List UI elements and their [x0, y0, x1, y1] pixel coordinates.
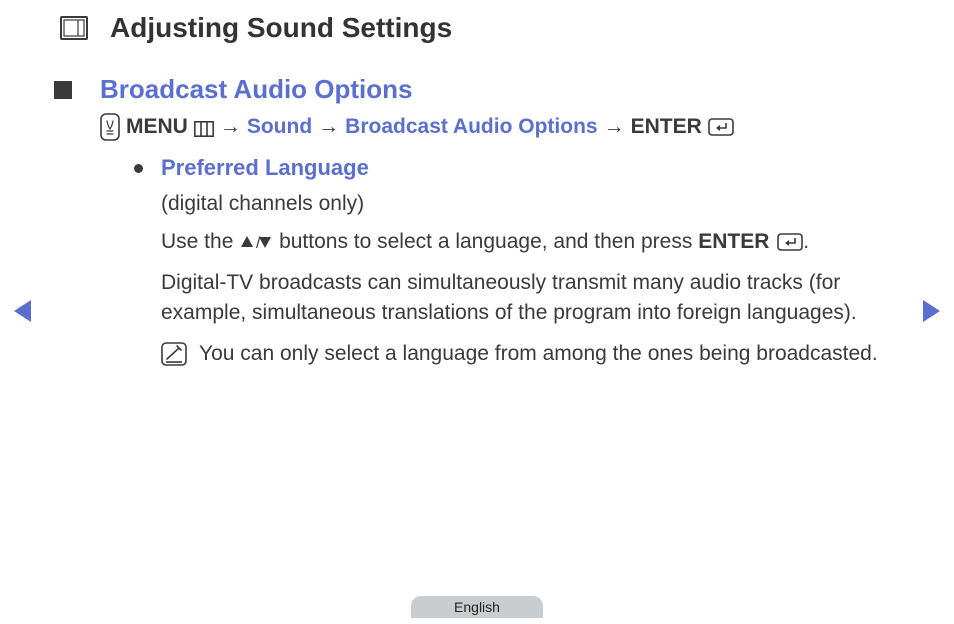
- page-title: Adjusting Sound Settings: [110, 12, 452, 44]
- book-icon: [60, 16, 88, 40]
- breadcrumb-arrow-2: →: [318, 115, 339, 139]
- manual-page: Adjusting Sound Settings Broadcast Audio…: [0, 0, 954, 624]
- square-bullet-icon: [54, 81, 72, 99]
- nav-prev-arrow[interactable]: [14, 300, 31, 322]
- note-text: You can only select a language from amon…: [199, 339, 878, 369]
- note-icon: [161, 342, 187, 366]
- page-title-row: Adjusting Sound Settings: [60, 12, 894, 44]
- instruction-middle: buttons to select a language, and then p…: [279, 230, 698, 253]
- item-instruction: Use the / buttons to select a language, …: [161, 227, 894, 259]
- item-description: Digital-TV broadcasts can simultaneously…: [161, 268, 894, 329]
- item-subtitle: (digital channels only): [161, 189, 894, 219]
- instruction-suffix: .: [803, 230, 809, 253]
- item-header: Preferred Language: [134, 155, 894, 181]
- instruction-prefix: Use the: [161, 230, 239, 253]
- dot-bullet-icon: [134, 164, 143, 173]
- instruction-enter: ENTER: [698, 230, 769, 253]
- item-title: Preferred Language: [161, 155, 369, 181]
- item-preferred-language: Preferred Language (digital channels onl…: [134, 155, 894, 369]
- section-title: Broadcast Audio Options: [100, 74, 413, 105]
- breadcrumb-menu-label: MENU: [126, 115, 188, 139]
- breadcrumb: MENU → Sound → Broadcast Audio Options →…: [100, 113, 894, 141]
- language-label: English: [454, 599, 500, 615]
- breadcrumb-broadcast-audio: Broadcast Audio Options: [345, 115, 597, 139]
- enter-icon: [708, 118, 734, 136]
- remote-icon: [100, 113, 120, 141]
- menu-grid-icon: [194, 119, 214, 135]
- breadcrumb-sound: Sound: [247, 115, 312, 139]
- section-row: Broadcast Audio Options: [54, 74, 894, 105]
- up-down-icon: /: [239, 229, 273, 259]
- breadcrumb-enter-label: ENTER: [631, 115, 702, 139]
- breadcrumb-arrow-1: →: [220, 115, 241, 139]
- breadcrumb-arrow-3: →: [604, 115, 625, 139]
- enter-icon-inline: [777, 230, 803, 248]
- language-tab[interactable]: English: [411, 596, 543, 618]
- note-row: You can only select a language from amon…: [161, 339, 894, 369]
- nav-next-arrow[interactable]: [923, 300, 940, 322]
